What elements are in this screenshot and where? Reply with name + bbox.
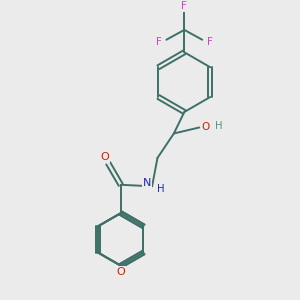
Text: F: F xyxy=(182,1,187,11)
Text: H: H xyxy=(157,184,164,194)
Text: O: O xyxy=(116,267,125,277)
Text: H: H xyxy=(215,121,222,131)
Text: F: F xyxy=(156,37,162,47)
Text: F: F xyxy=(207,37,213,47)
Text: O: O xyxy=(202,122,210,132)
Text: O: O xyxy=(101,152,110,162)
Text: N: N xyxy=(142,178,151,188)
